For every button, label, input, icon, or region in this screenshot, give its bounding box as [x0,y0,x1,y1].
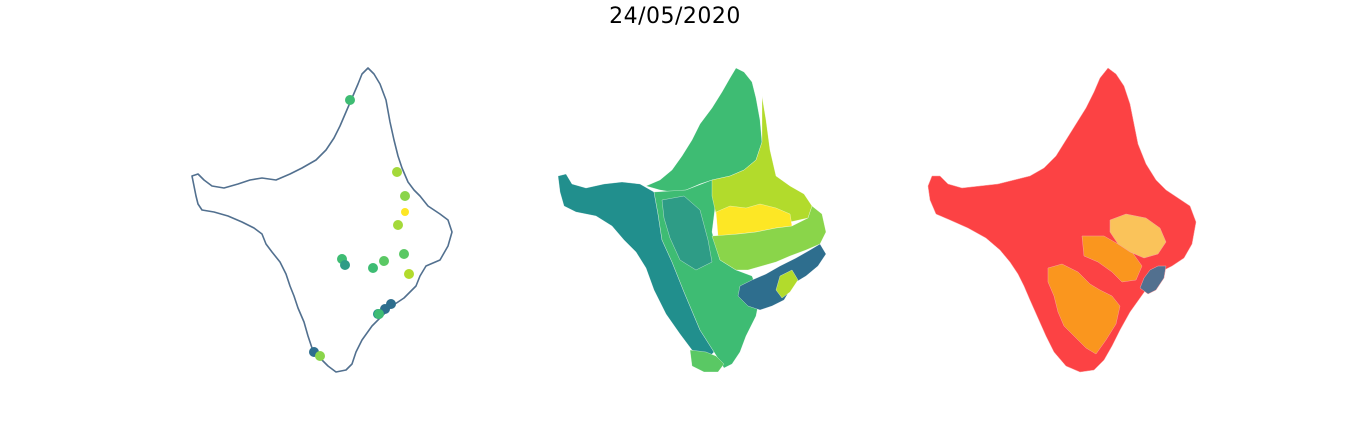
region-lightorange [1109,213,1167,259]
map-point [404,269,414,279]
risk-map-panel [920,0,1210,448]
choropleth-risk [927,67,1197,373]
region-orange-south [1047,263,1121,355]
points-map-panel [180,0,470,448]
region-orange-center [1081,235,1143,283]
map-point [340,260,350,270]
map-point [401,208,409,216]
region-east [711,205,827,271]
points-layer [309,95,414,361]
map-point [374,309,384,319]
map-point [400,191,410,201]
map-point [392,167,402,177]
region-outline [191,67,453,373]
viridis-map-panel [550,0,840,448]
region-slate-coast [1139,265,1167,295]
region-main-red [927,67,1197,373]
choropleth-viridis [557,67,827,373]
map-point [315,351,325,361]
region-island [775,269,799,299]
map-date-title: 24/05/2020 [609,4,741,29]
map-point [368,263,378,273]
map-point [379,256,389,266]
map-point [399,249,409,259]
points-map [191,67,453,373]
region-south-tip [689,349,725,373]
region-inner-west [661,195,713,271]
map-point [393,220,403,230]
map-point [345,95,355,105]
